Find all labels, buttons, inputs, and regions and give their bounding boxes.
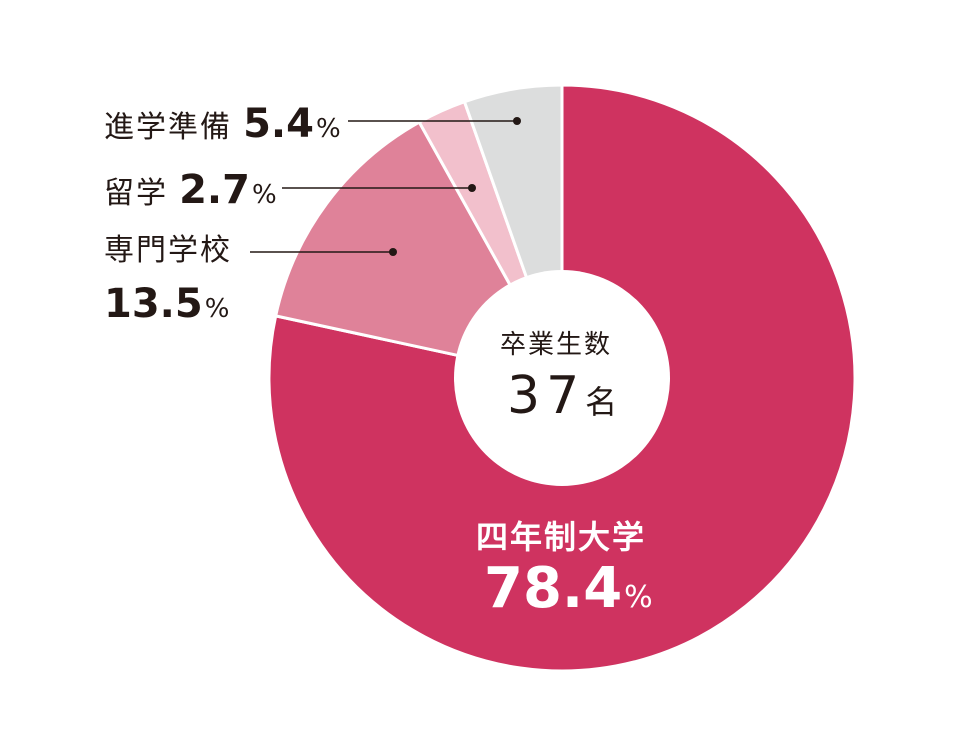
label-senmon-gakko-unit: % [204,294,230,324]
label-shingaku-junbi-unit: % [315,114,341,144]
label-ryugaku-category: 留学 [104,176,168,211]
leader-shingaku-junbi-dot [513,117,521,125]
label-yonensei-daigaku-value: 78.4 [484,556,623,621]
label-yonensei-daigaku-category: 四年制大学 [476,518,647,556]
label-senmon-gakko-value: 13.5 [104,281,203,327]
leader-senmon-gakko-dot [389,248,397,256]
label-senmon-gakko-value-wrap: 13.5% [104,284,229,324]
center-count: 37 [507,366,586,426]
label-ryugaku-unit: % [251,180,277,210]
center-title: 卒業生数 [500,330,613,360]
label-ryugaku: 留学 2.7% [104,170,277,210]
label-shingaku-junbi: 進学準備 5.4% [104,104,341,144]
donut-center [454,270,670,486]
label-shingaku-junbi-value: 5.4 [243,101,314,147]
center-count-wrap: 37名 [507,366,617,426]
label-shingaku-junbi-category: 進学準備 [104,110,232,145]
label-senmon-gakko-category-wrap: 専門学校 [104,236,232,266]
label-yonensei-daigaku-value-wrap: 78.4% [484,556,653,621]
label-senmon-gakko-category: 専門学校 [104,233,232,268]
label-ryugaku-value: 2.7 [179,167,250,213]
label-yonensei-daigaku-unit: % [624,580,653,615]
leader-ryugaku-dot [468,184,476,192]
center-unit: 名 [585,383,618,421]
